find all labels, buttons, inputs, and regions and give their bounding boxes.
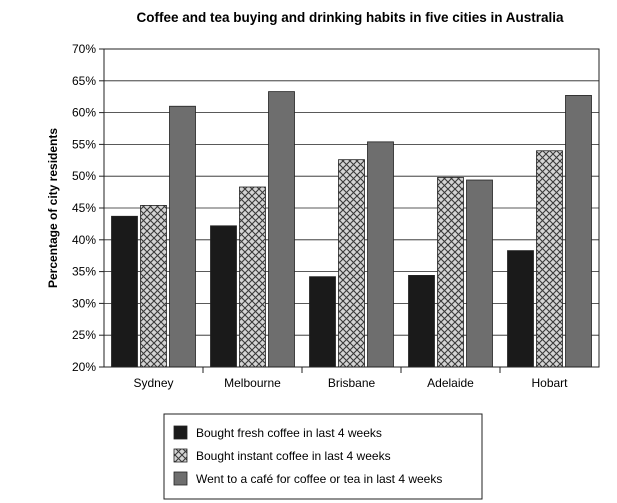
y-tick-label: 45% — [72, 201, 96, 215]
legend-swatch-fresh — [173, 425, 188, 440]
y-tick-label: 65% — [72, 74, 96, 88]
bar-instant-hobart — [536, 150, 563, 368]
bar-instant-sydney — [140, 205, 167, 368]
bar-cafe-hobart — [565, 95, 592, 368]
legend: Bought fresh coffee in last 4 weeks Boug… — [163, 413, 483, 500]
category-label-melbourne: Melbourne — [224, 376, 281, 390]
legend-label-fresh: Bought fresh coffee in last 4 weeks — [196, 426, 382, 440]
category-label-sydney: Sydney — [133, 376, 173, 390]
y-axis-label: Percentage of city residents — [46, 128, 60, 288]
y-tick-label: 60% — [72, 106, 96, 120]
y-tick-label: 70% — [72, 42, 96, 56]
bar-instant-brisbane — [338, 159, 365, 368]
bar-fresh-brisbane — [309, 276, 336, 368]
legend-box — [163, 413, 483, 500]
category-label-brisbane: Brisbane — [328, 376, 376, 390]
plot-frame — [103, 48, 600, 368]
bar-cafe-melbourne — [268, 91, 295, 368]
bar-instant-melbourne — [239, 186, 266, 368]
category-label-adelaide: Adelaide — [427, 376, 474, 390]
chart-title: Coffee and tea buying and drinking habit… — [136, 10, 564, 25]
x-axis-categories: Sydney Melbourne Brisbane Adelaide Hobart — [133, 367, 568, 390]
bar-fresh-melbourne — [210, 225, 237, 368]
y-tick-label: 55% — [72, 137, 96, 151]
bar-instant-adelaide — [437, 177, 464, 368]
legend-label-instant: Bought instant coffee in last 4 weeks — [196, 449, 391, 463]
y-tick-label: 25% — [72, 328, 96, 342]
legend-label-cafe: Went to a café for coffee or tea in last… — [196, 472, 442, 486]
bar-cafe-sydney — [169, 105, 196, 368]
category-label-hobart: Hobart — [531, 376, 568, 390]
bar-cafe-adelaide — [466, 179, 493, 368]
bars — [111, 91, 592, 368]
y-tick-label: 30% — [72, 296, 96, 310]
legend-swatch-cafe — [173, 471, 188, 486]
bar-fresh-adelaide — [408, 275, 435, 368]
y-axis-ticks: 20% 25% 30% 35% 40% 45% 50% 55% 60% 65% 70% — [72, 42, 104, 374]
y-tick-label: 40% — [72, 233, 96, 247]
bar-cafe-brisbane — [367, 141, 394, 368]
y-tick-label: 50% — [72, 169, 96, 183]
y-tick-label: 35% — [72, 265, 96, 279]
bar-fresh-hobart — [507, 250, 534, 368]
bar-fresh-sydney — [111, 215, 138, 368]
legend-swatch-instant — [173, 448, 188, 463]
y-tick-label: 20% — [72, 360, 96, 374]
